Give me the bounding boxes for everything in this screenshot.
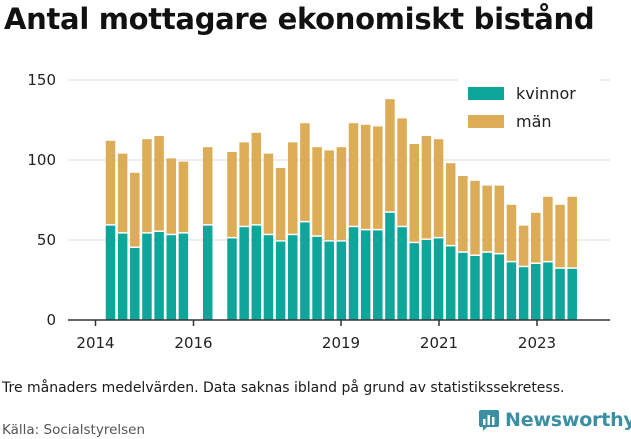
newsworthy-logo-icon — [479, 410, 499, 431]
bar-kvinnor — [409, 243, 419, 320]
bar-kvinnor — [470, 256, 480, 320]
x-tick-label: 2021 — [420, 334, 458, 352]
bar-man — [263, 153, 274, 234]
bar-kvinnor — [433, 238, 444, 320]
bar-kvinnor — [518, 267, 529, 320]
bar-man — [348, 123, 359, 226]
bar-man — [445, 163, 456, 245]
bar-man — [105, 140, 116, 225]
bar-man — [397, 118, 407, 226]
bar-man — [251, 132, 262, 225]
bar-man — [312, 147, 322, 236]
bar-kvinnor — [373, 230, 383, 320]
legend-label: män — [516, 112, 552, 131]
bar-man — [470, 180, 480, 255]
bar-man — [531, 212, 541, 263]
source-text: Källa: Socialstyrelsen — [2, 422, 146, 438]
x-tick-label: 2014 — [76, 334, 114, 352]
bar-kvinnor — [202, 225, 213, 320]
bar-man — [482, 185, 492, 252]
bar-kvinnor — [251, 225, 262, 320]
bar-man — [506, 204, 517, 261]
bar-kvinnor — [239, 227, 249, 320]
bar-kvinnor — [482, 252, 492, 320]
bar-kvinnor — [178, 233, 189, 320]
bar-man — [494, 185, 505, 253]
y-tick-label: 50 — [37, 231, 56, 249]
newsworthy-brand[interactable]: Newsworthy — [478, 409, 631, 431]
bar-man — [166, 158, 176, 234]
bar-kvinnor — [275, 241, 286, 320]
bar-man — [142, 139, 152, 233]
bar-man — [300, 123, 310, 221]
bar-man — [409, 144, 419, 242]
bar-man — [360, 124, 371, 229]
bar-man — [555, 204, 565, 268]
bar-kvinnor — [312, 236, 322, 320]
bar-man — [373, 126, 383, 229]
bar-kvinnor — [154, 232, 164, 320]
bar-man — [154, 136, 164, 231]
chart-plot: 0 50 100 150 2014 2016 2019 2021 2023 kvinnor män — [27, 71, 610, 352]
y-tick-label: 100 — [27, 151, 56, 169]
bar-kvinnor — [506, 262, 517, 320]
x-tick-label: 2023 — [518, 334, 556, 352]
bar-man — [421, 136, 432, 239]
x-tick-label: 2016 — [174, 334, 212, 352]
y-tick-label: 150 — [27, 71, 56, 89]
bar-kvinnor — [494, 254, 505, 320]
bar-kvinnor — [543, 262, 553, 320]
bar-kvinnor — [336, 241, 347, 320]
bar-kvinnor — [555, 268, 565, 320]
bar-kvinnor — [300, 222, 310, 320]
bar-man — [385, 99, 395, 212]
bar-kvinnor — [458, 252, 468, 320]
bar-man — [543, 196, 553, 261]
bar-man — [178, 161, 189, 233]
bar-kvinnor — [166, 235, 176, 320]
bar-man — [288, 142, 298, 234]
bar-kvinnor — [360, 230, 371, 320]
bar-man — [202, 147, 213, 225]
y-tick-label: 0 — [46, 311, 56, 329]
brand-name: Newsworthy — [505, 409, 631, 431]
bar-man — [227, 152, 237, 237]
bar-kvinnor — [348, 227, 359, 320]
bar-man — [324, 150, 334, 241]
chart-title: Antal mottagare ekonomiskt bistånd — [4, 2, 595, 36]
bar-man — [239, 142, 249, 226]
bar-man — [117, 153, 128, 233]
bar-man — [433, 139, 444, 237]
bar-man — [458, 176, 468, 252]
bar-kvinnor — [130, 248, 140, 320]
bar-kvinnor — [567, 268, 577, 320]
bar-kvinnor — [263, 235, 274, 320]
bar-man — [567, 196, 577, 268]
bar-kvinnor — [142, 233, 152, 320]
bar-kvinnor — [117, 233, 128, 320]
bar-kvinnor — [397, 227, 407, 320]
bar-man — [336, 147, 347, 241]
legend-swatch — [468, 115, 504, 128]
legend-swatch — [468, 87, 504, 100]
bar-kvinnor — [227, 238, 237, 320]
legend-label: kvinnor — [516, 84, 576, 103]
bar-kvinnor — [445, 246, 456, 320]
chart-note: Tre månaders medelvärden. Data saknas ib… — [2, 380, 565, 396]
bar-kvinnor — [105, 225, 116, 320]
bar-kvinnor — [421, 240, 432, 320]
bar-man — [275, 168, 286, 241]
bar-kvinnor — [324, 241, 334, 320]
bar-man — [518, 225, 529, 266]
x-tick-label: 2019 — [322, 334, 360, 352]
bar-kvinnor — [531, 264, 541, 320]
bar-kvinnor — [385, 212, 395, 320]
bar-man — [130, 172, 140, 247]
bar-kvinnor — [288, 235, 298, 320]
